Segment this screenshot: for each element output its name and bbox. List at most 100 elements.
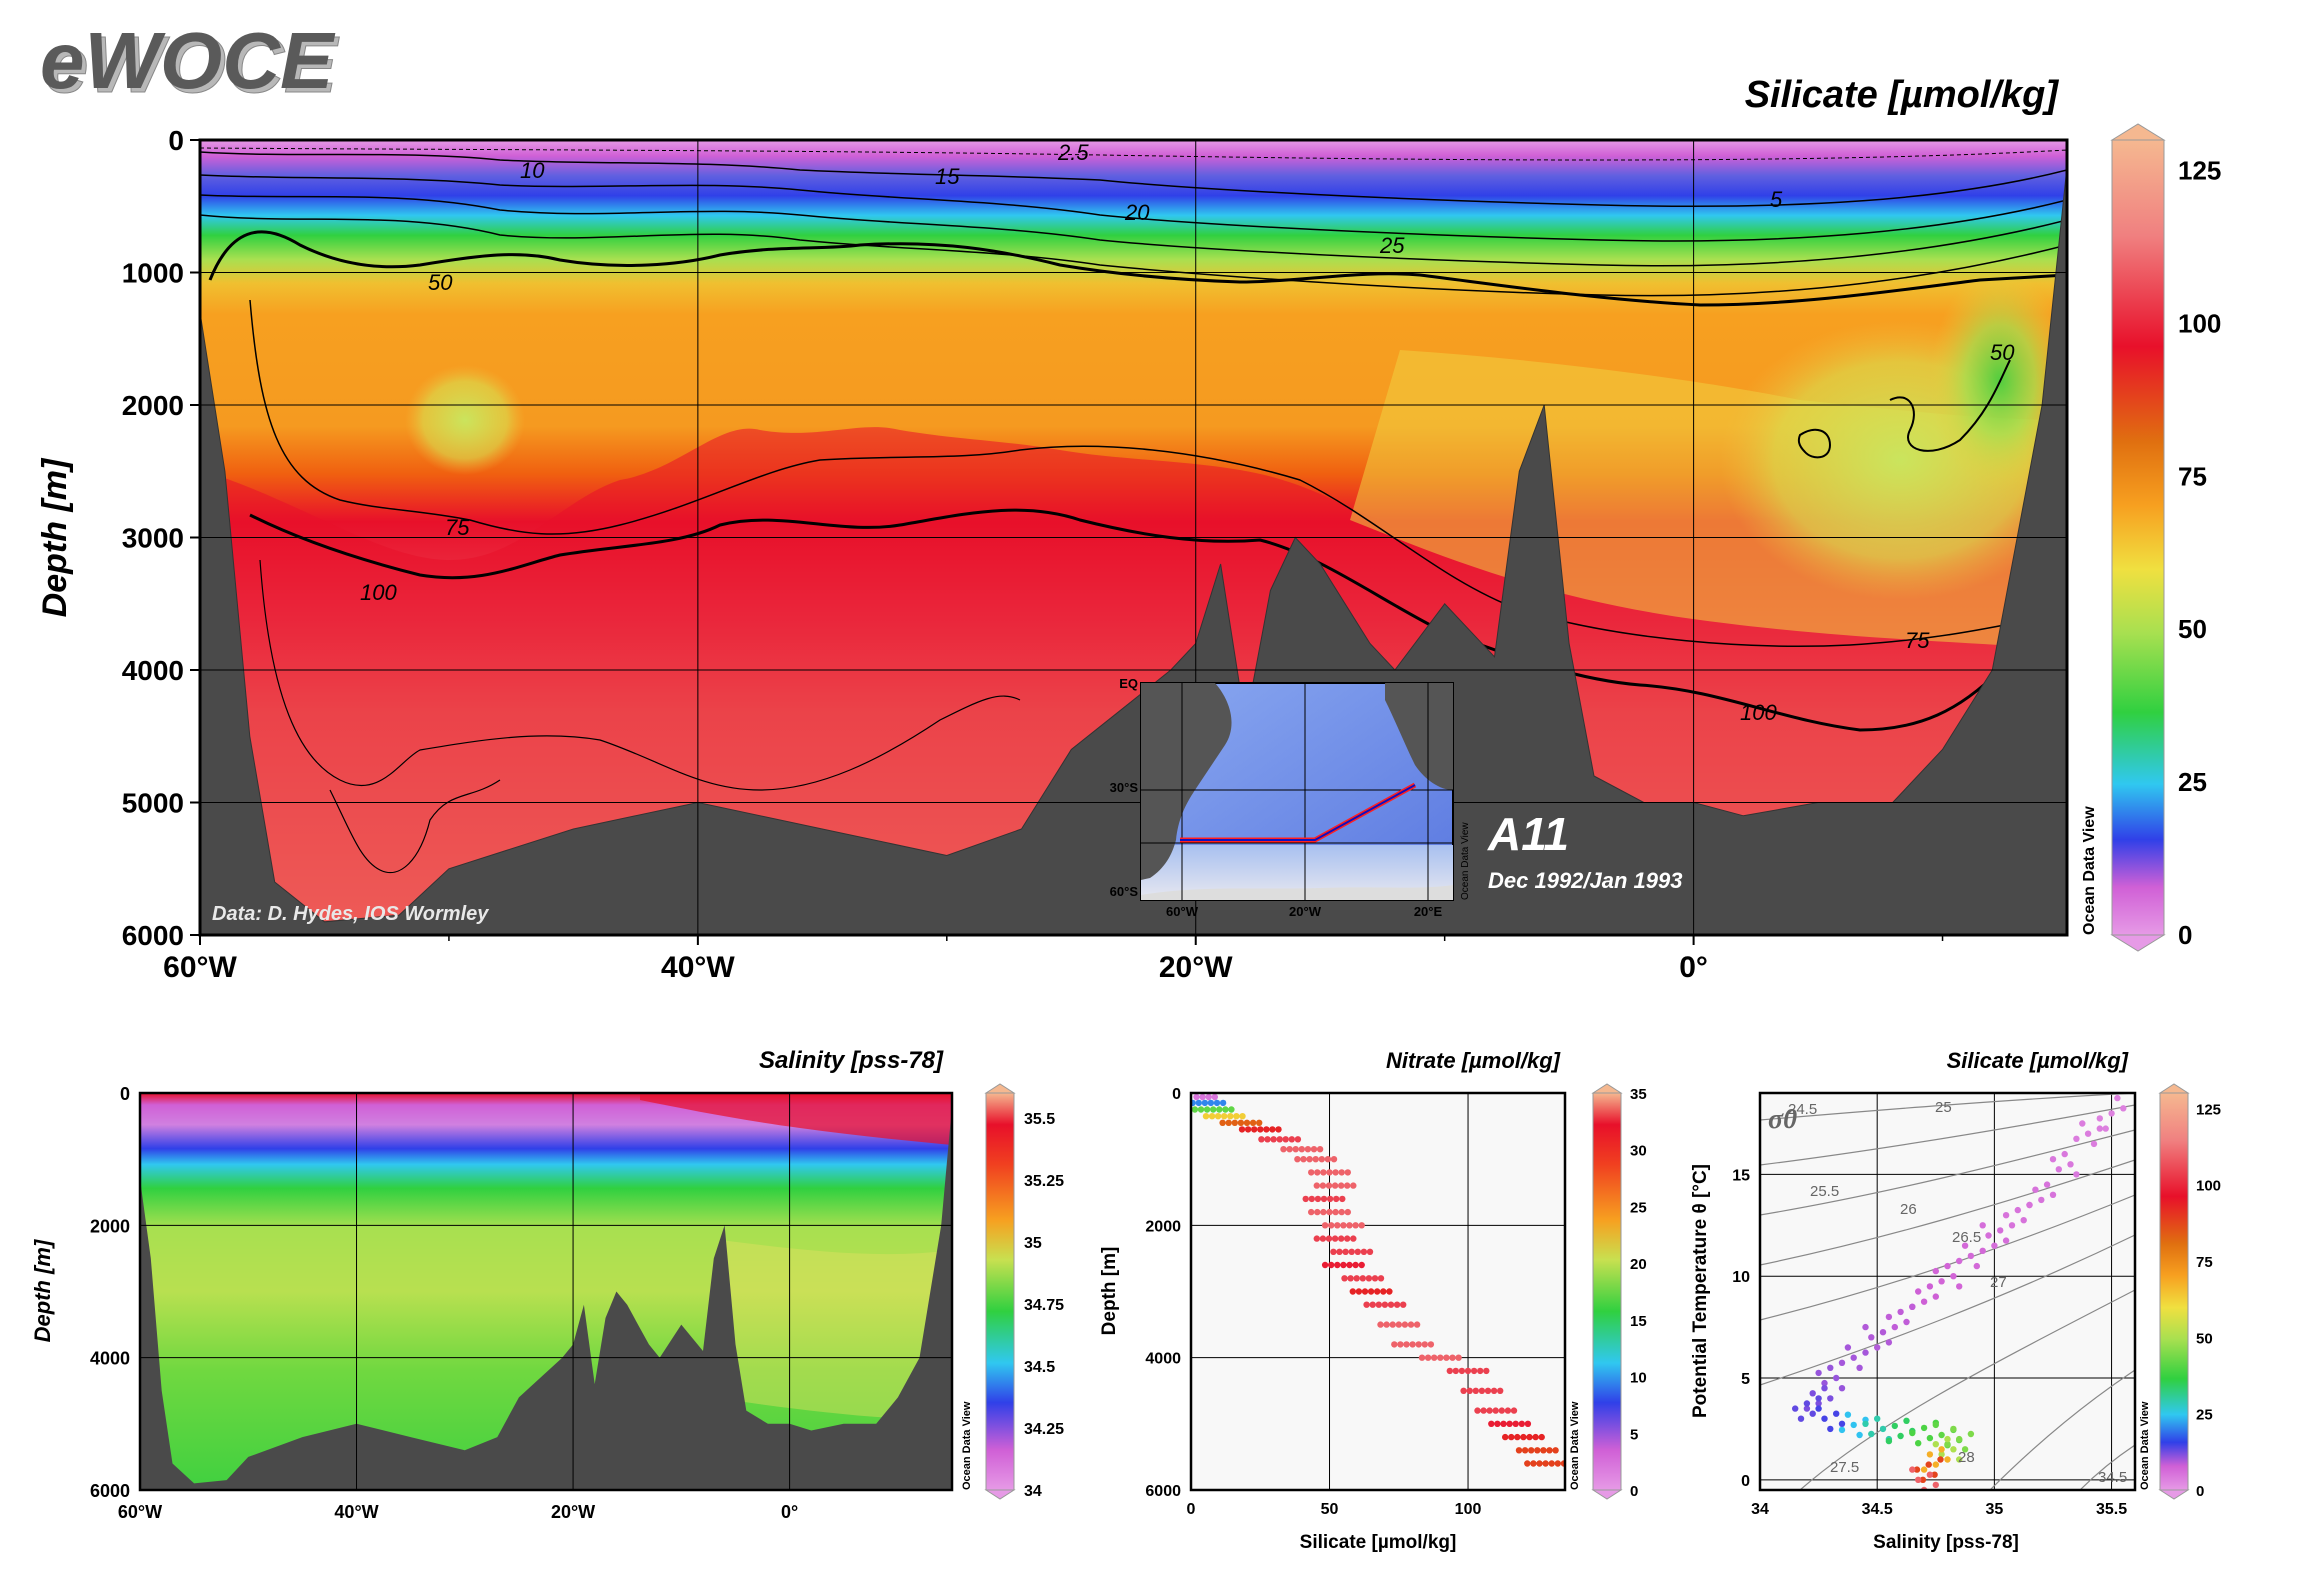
ts-density-contours (1760, 1093, 2135, 1490)
nitrate-point (1389, 1321, 1396, 1328)
nitrate-point (1320, 1195, 1328, 1203)
nitrate-point (1366, 1248, 1374, 1256)
ts-point (1833, 1374, 1840, 1382)
nitrate-point (1324, 1156, 1332, 1163)
ts-point (1967, 1252, 1975, 1260)
ts-point (1973, 1262, 1981, 1270)
nitrate-point (1302, 1195, 1309, 1203)
ts-point (1868, 1334, 1875, 1341)
nitrate-point (1504, 1407, 1512, 1414)
ts-point (2079, 1120, 2086, 1127)
nitrate-colorbar-tick-0: 0 (1630, 1483, 1638, 1500)
nitrate-point (1270, 1136, 1277, 1143)
ts-point (1891, 1422, 1899, 1430)
salinity-colorbar-ticks: 35.5 35.25 35 34.75 34.5 34.25 34 (1024, 1111, 1064, 1500)
salinity-colorbar-tick-35.25: 35.25 (1024, 1173, 1064, 1190)
sigma-contour-8 (1989, 1369, 2135, 1490)
contour-label-10: 10 (520, 158, 545, 183)
ts-point (1956, 1257, 1963, 1265)
ts-point (1850, 1354, 1857, 1361)
ts-point (1815, 1395, 1822, 1402)
ts-grid (1760, 1093, 2135, 1490)
ts-point (1919, 1476, 1927, 1484)
inset-map-cruise-track-core (1180, 784, 1416, 841)
nitrate-point (1316, 1146, 1324, 1153)
ts-point (1920, 1298, 1928, 1305)
ts-point (1997, 1227, 2004, 1234)
sigma-contour-label-25.5: 25.5 (1810, 1183, 1839, 1200)
ts-xtick-35.5: 35.5 (2096, 1501, 2127, 1518)
nitrate-point (1486, 1407, 1493, 1414)
nitrate-point (1492, 1407, 1499, 1414)
ts-ytick-10: 10 (1732, 1269, 1750, 1286)
nitrate-point (1521, 1447, 1529, 1454)
nitrate-point (1532, 1433, 1539, 1441)
ts-plot-background (1760, 1093, 2135, 1490)
ts-point (1932, 1481, 1940, 1489)
nitrate-point (1381, 1301, 1389, 1308)
nitrate-point (1338, 1208, 1345, 1216)
map-lat-30s: 30°S (1110, 780, 1139, 795)
nitrate-y-ticks: 0 2000 4000 6000 (1145, 1086, 1181, 1500)
nitrate-point (1294, 1156, 1301, 1163)
nitrate-point (1201, 1099, 1209, 1107)
ts-point (1950, 1446, 1957, 1453)
ts-point (1944, 1262, 1951, 1270)
nitrate-point (1282, 1136, 1289, 1143)
main-colorbar-tick-0: 0 (2178, 920, 2192, 950)
map-lat-eq: EQ (1119, 676, 1138, 691)
ts-point (1915, 1288, 1922, 1295)
ts-point (1844, 1411, 1852, 1418)
nitrate-point (1338, 1169, 1345, 1176)
nitrate-point (1219, 1119, 1226, 1127)
ts-point (2073, 1135, 2080, 1143)
ts-point (1915, 1440, 1922, 1447)
ts-point (1879, 1425, 1887, 1433)
nitrate-point (1344, 1208, 1352, 1216)
nitrate-point (1339, 1195, 1346, 1203)
nitrate-xtick-0: 0 (1187, 1501, 1196, 1518)
salinity-ytick-2000: 2000 (90, 1216, 130, 1236)
nitrate-point (1328, 1261, 1335, 1269)
ts-colorbar-bottom-cap (2158, 1489, 2190, 1500)
nitrate-point (1377, 1321, 1384, 1328)
nitrate-point (1377, 1275, 1385, 1282)
ts-point (1979, 1222, 1986, 1229)
ts-point (1985, 1232, 1992, 1239)
nitrate-point (1395, 1321, 1403, 1328)
ts-point (1833, 1410, 1840, 1417)
nitrate-point (1484, 1387, 1492, 1395)
nitrate-colorbar-tick-30: 30 (1630, 1143, 1647, 1160)
nitrate-point (1288, 1136, 1296, 1143)
nitrate-point (1407, 1321, 1415, 1328)
ts-point (1938, 1431, 1945, 1439)
nitrate-point (1371, 1275, 1379, 1282)
ts-point (2020, 1217, 2027, 1224)
nitrate-point (1409, 1341, 1416, 1348)
ts-xtick-34: 34 (1751, 1501, 1769, 1518)
sigma-contour-label-34.5: 34.5 (2098, 1469, 2127, 1486)
nitrate-point (1483, 1367, 1490, 1375)
salinity-yellow-east (720, 1240, 952, 1420)
contour-label-100-west: 100 (360, 580, 397, 605)
ts-point (2114, 1094, 2121, 1102)
ts-point (1891, 1323, 1899, 1331)
nitrate-point (1208, 1113, 1216, 1120)
nitrate-point (1233, 1113, 1240, 1120)
nitrate-point (1380, 1288, 1387, 1295)
nitrate-point (1363, 1301, 1370, 1308)
nitrate-point (1538, 1433, 1545, 1441)
ts-ytick-0: 0 (1741, 1473, 1750, 1490)
ts-point (1797, 1415, 1805, 1422)
nitrate-point (1193, 1093, 1200, 1101)
contour-label-75-west: 75 (445, 515, 470, 540)
ts-point (1821, 1379, 1828, 1387)
ts-xtick-34.5: 34.5 (1862, 1501, 1893, 1518)
nitrate-point (1498, 1407, 1506, 1414)
nitrate-point (1221, 1113, 1228, 1120)
contour-label-50-east: 50 (1990, 340, 2015, 365)
salinity-section: Salinity [pss-78] Depth [m] 0 2000 4000 600… (30, 1047, 1064, 1522)
nitrate-point (1349, 1288, 1357, 1295)
ts-colorbar-tick-25: 25 (2196, 1407, 2213, 1424)
salinity-colorbar-top-cap (984, 1083, 1016, 1094)
